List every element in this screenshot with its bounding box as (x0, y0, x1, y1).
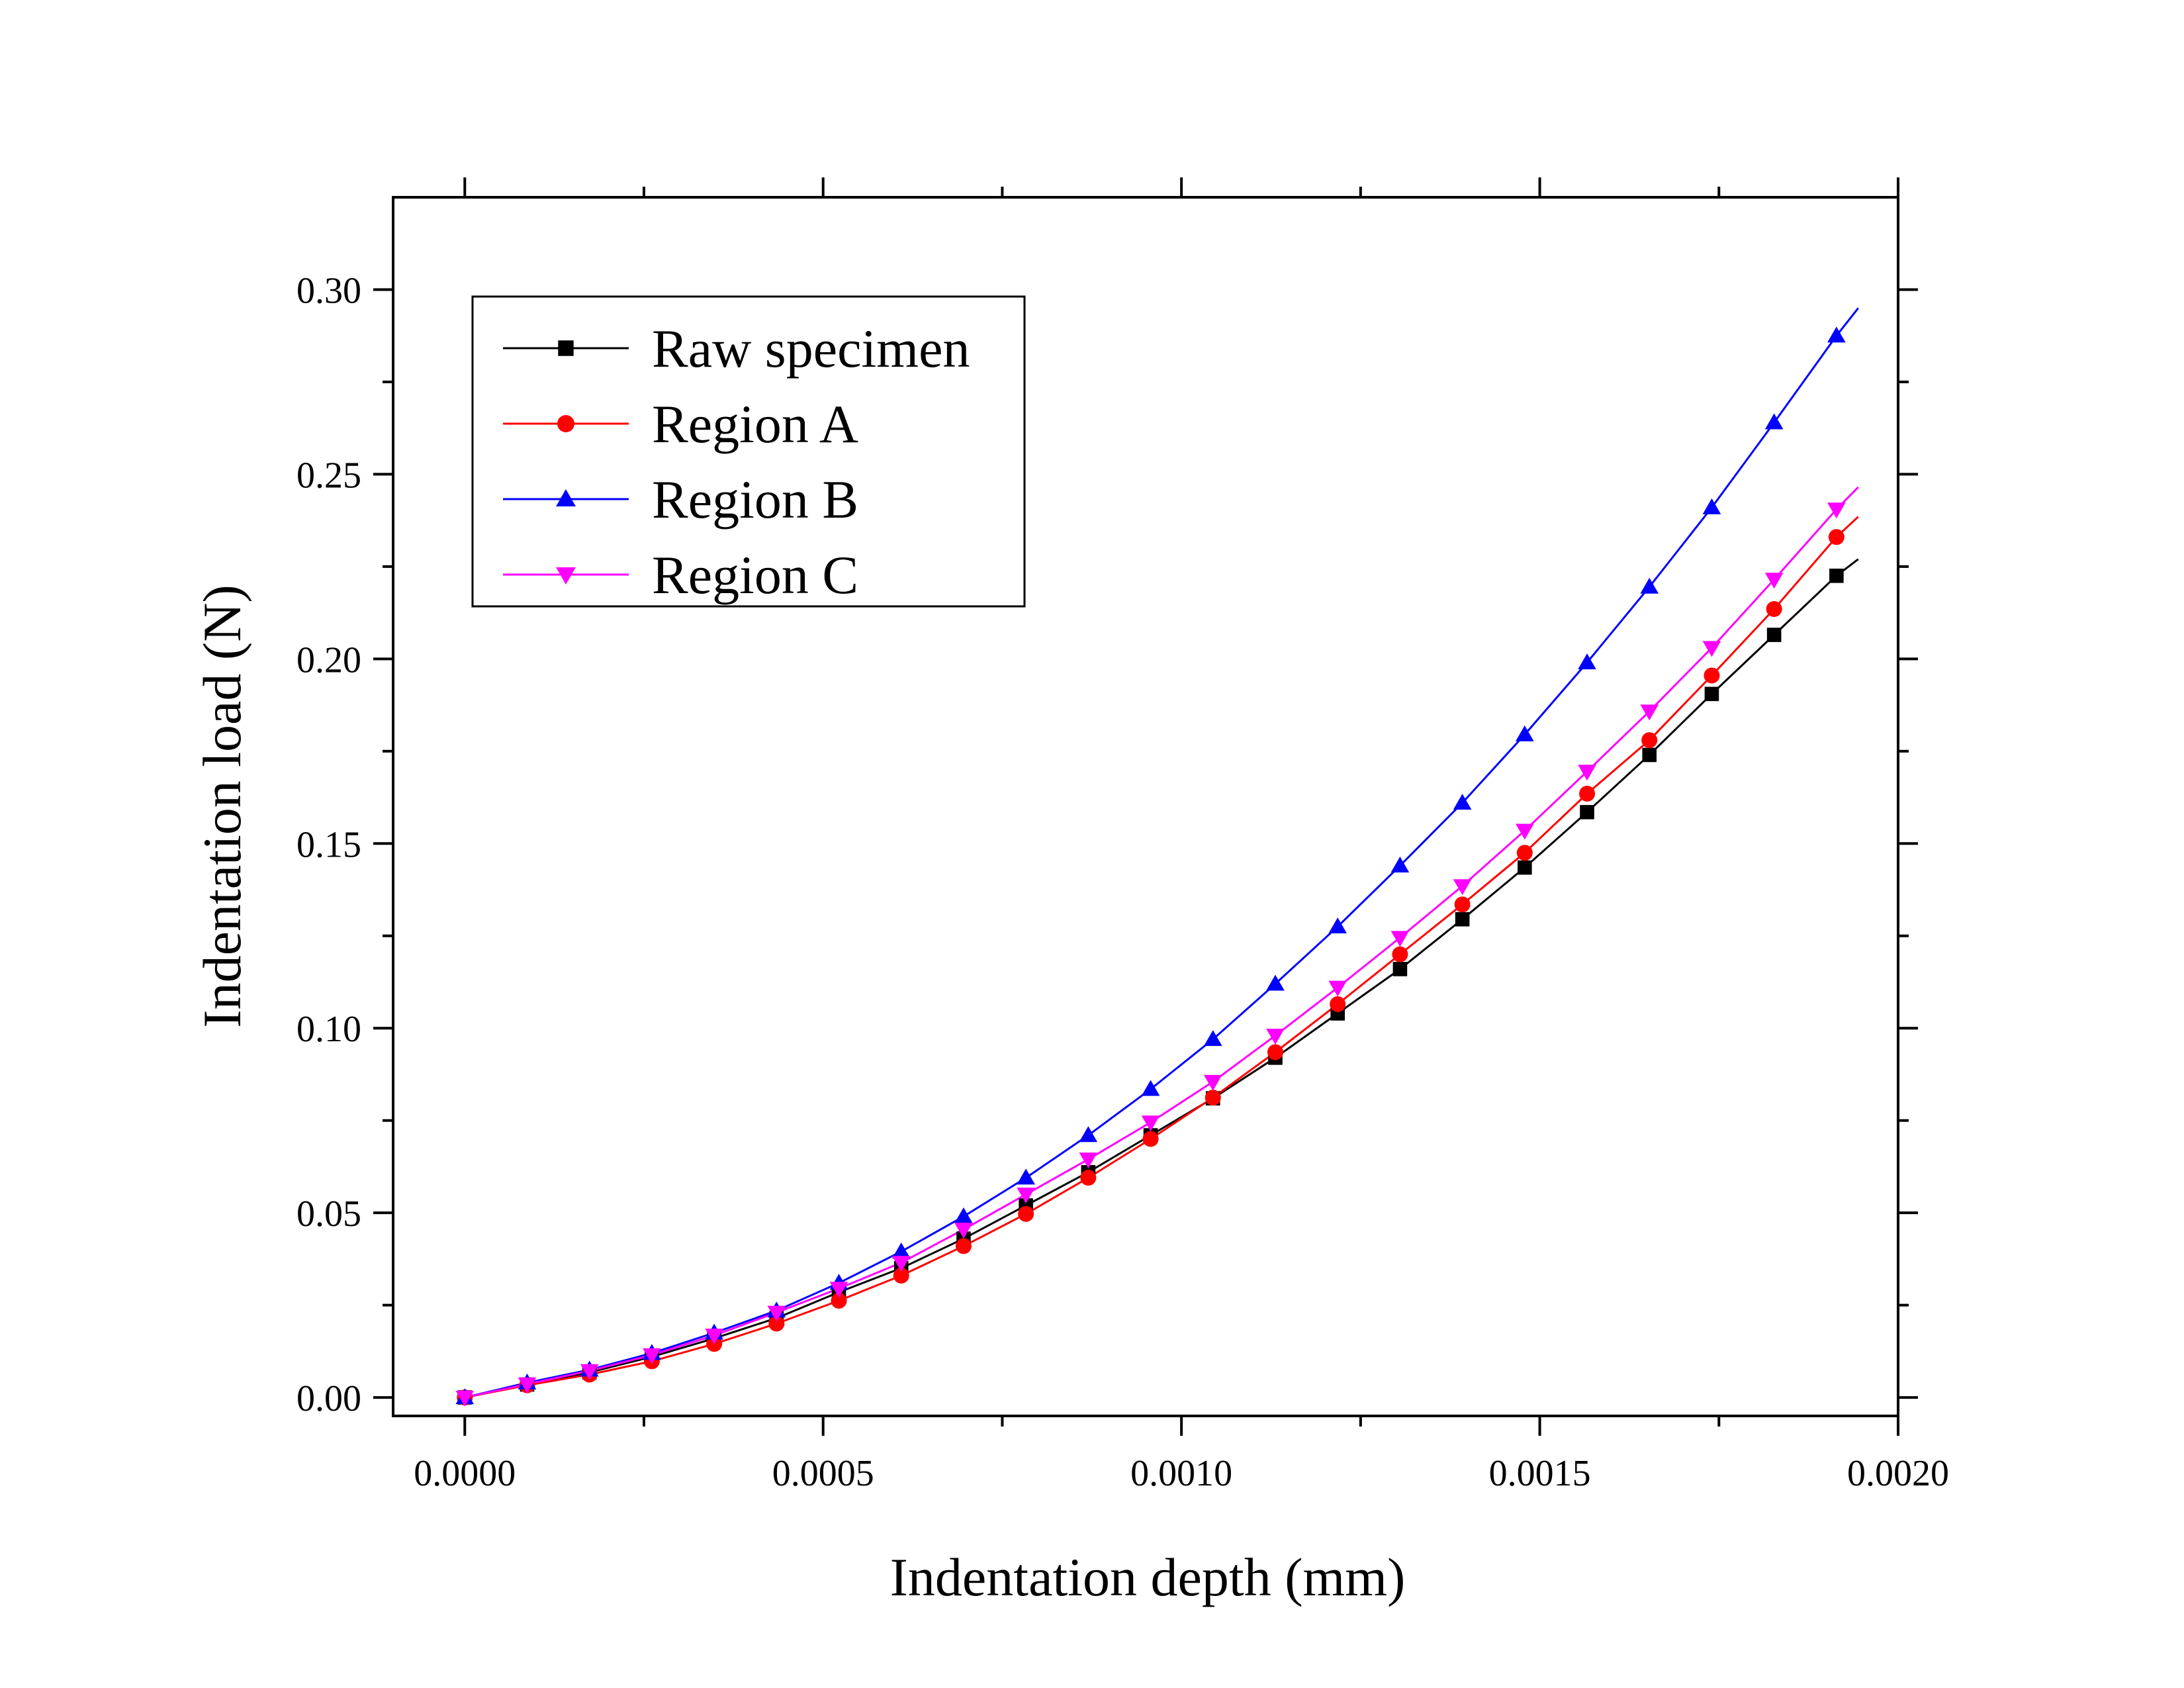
data-point (954, 1207, 973, 1223)
data-point (1640, 577, 1659, 594)
data-point (1266, 974, 1285, 991)
x-tick-label: 0.0005 (772, 1453, 874, 1494)
data-point (1518, 860, 1532, 875)
data-point (1516, 823, 1534, 840)
data-point (1764, 413, 1784, 430)
data-point (1328, 917, 1347, 934)
data-point (1390, 856, 1410, 872)
legend-marker (558, 340, 574, 356)
x-tick-label: 0.0010 (1130, 1453, 1232, 1494)
data-point (1766, 628, 1782, 642)
legend-label: Region A (652, 394, 858, 454)
data-point (1829, 569, 1844, 583)
data-point (1079, 1126, 1098, 1143)
data-point (1454, 896, 1471, 913)
data-point (1203, 1074, 1222, 1091)
y-axis: 0.00 0.05 0.10 0.15 0.20 0.25 0.30 (296, 270, 1918, 1419)
x-tick-label: 0.0015 (1489, 1453, 1591, 1494)
data-point (1766, 601, 1782, 618)
y-tick-label: 0.05 (296, 1194, 361, 1235)
data-point (891, 1256, 911, 1272)
data-point (1266, 1029, 1285, 1045)
y-tick-label: 0.00 (296, 1378, 361, 1419)
data-point (767, 1305, 786, 1322)
data-point (1141, 1115, 1160, 1132)
x-tick-label: 0.0000 (414, 1453, 516, 1494)
legend-label: Raw specimen (652, 318, 970, 379)
data-point (1580, 805, 1594, 820)
series-line-4 (464, 486, 1859, 1399)
y-tick-label: 0.30 (296, 270, 361, 311)
data-point (1018, 1205, 1034, 1222)
data-point (1080, 1170, 1097, 1186)
data-point (1330, 996, 1346, 1012)
y-tick-label: 0.25 (296, 455, 361, 496)
data-point (1641, 732, 1658, 749)
data-point (1704, 686, 1719, 702)
data-point (1203, 1030, 1222, 1047)
data-point (1141, 1080, 1160, 1096)
data-point (580, 1364, 599, 1380)
data-point (455, 1390, 475, 1407)
data-point (1702, 498, 1721, 514)
plot-lines (464, 307, 1859, 1399)
y-tick-label: 0.10 (296, 1009, 361, 1050)
data-point (1516, 845, 1533, 861)
data-point (1455, 912, 1470, 927)
y-tick-label: 0.15 (296, 824, 361, 865)
data-point (1516, 725, 1534, 741)
series-line-1 (464, 558, 1859, 1399)
data-point (891, 1242, 911, 1258)
data-point (1702, 641, 1721, 657)
data-point (1205, 1090, 1221, 1106)
x-axis: 0.0000 0.0005 0.0010 0.0015 0.0020 (414, 177, 1949, 1494)
data-point (643, 1348, 661, 1364)
data-point (518, 1377, 537, 1393)
data-point (1267, 1044, 1283, 1060)
x-axis-title: Indentation depth (mm) (890, 1547, 1406, 1607)
data-point (1640, 704, 1659, 721)
data-point (954, 1223, 973, 1239)
legend: Raw specimen Region A Region B Region C (471, 295, 1026, 608)
data-point (705, 1329, 723, 1345)
x-tick-label: 0.0020 (1847, 1453, 1949, 1494)
data-point (1642, 747, 1657, 763)
legend-label: Region B (652, 469, 858, 530)
data-point (768, 1315, 785, 1332)
data-point (1453, 794, 1472, 810)
data-point (1390, 931, 1410, 947)
data-point (1578, 653, 1596, 670)
data-point (1764, 573, 1784, 589)
plot-frame (392, 196, 1899, 1417)
data-point (1328, 980, 1347, 997)
data-point (1827, 326, 1846, 343)
data-point (1827, 502, 1846, 519)
data-point (1017, 1168, 1035, 1185)
data-point (1392, 946, 1408, 962)
data-point (1453, 879, 1472, 896)
data-point (1704, 667, 1720, 684)
series-line-3 (464, 307, 1859, 1399)
data-point (1828, 529, 1844, 545)
legend-marker (556, 567, 576, 585)
data-point (955, 1238, 972, 1254)
legend-marker (556, 489, 576, 507)
legend-label: Region C (652, 545, 858, 605)
legend-marker (557, 415, 574, 432)
data-point (829, 1282, 848, 1298)
y-tick-label: 0.20 (296, 639, 361, 680)
data-point (1017, 1188, 1035, 1204)
data-point (1578, 765, 1596, 781)
series-line-2 (465, 516, 1859, 1399)
plot-markers (455, 326, 1846, 1407)
data-point (1392, 962, 1408, 976)
y-axis-title: Indentation load (N) (192, 585, 252, 1027)
data-point (1079, 1152, 1098, 1169)
data-point (893, 1268, 909, 1284)
data-point (1579, 785, 1596, 802)
data-point (1142, 1131, 1159, 1147)
data-point (831, 1292, 847, 1309)
